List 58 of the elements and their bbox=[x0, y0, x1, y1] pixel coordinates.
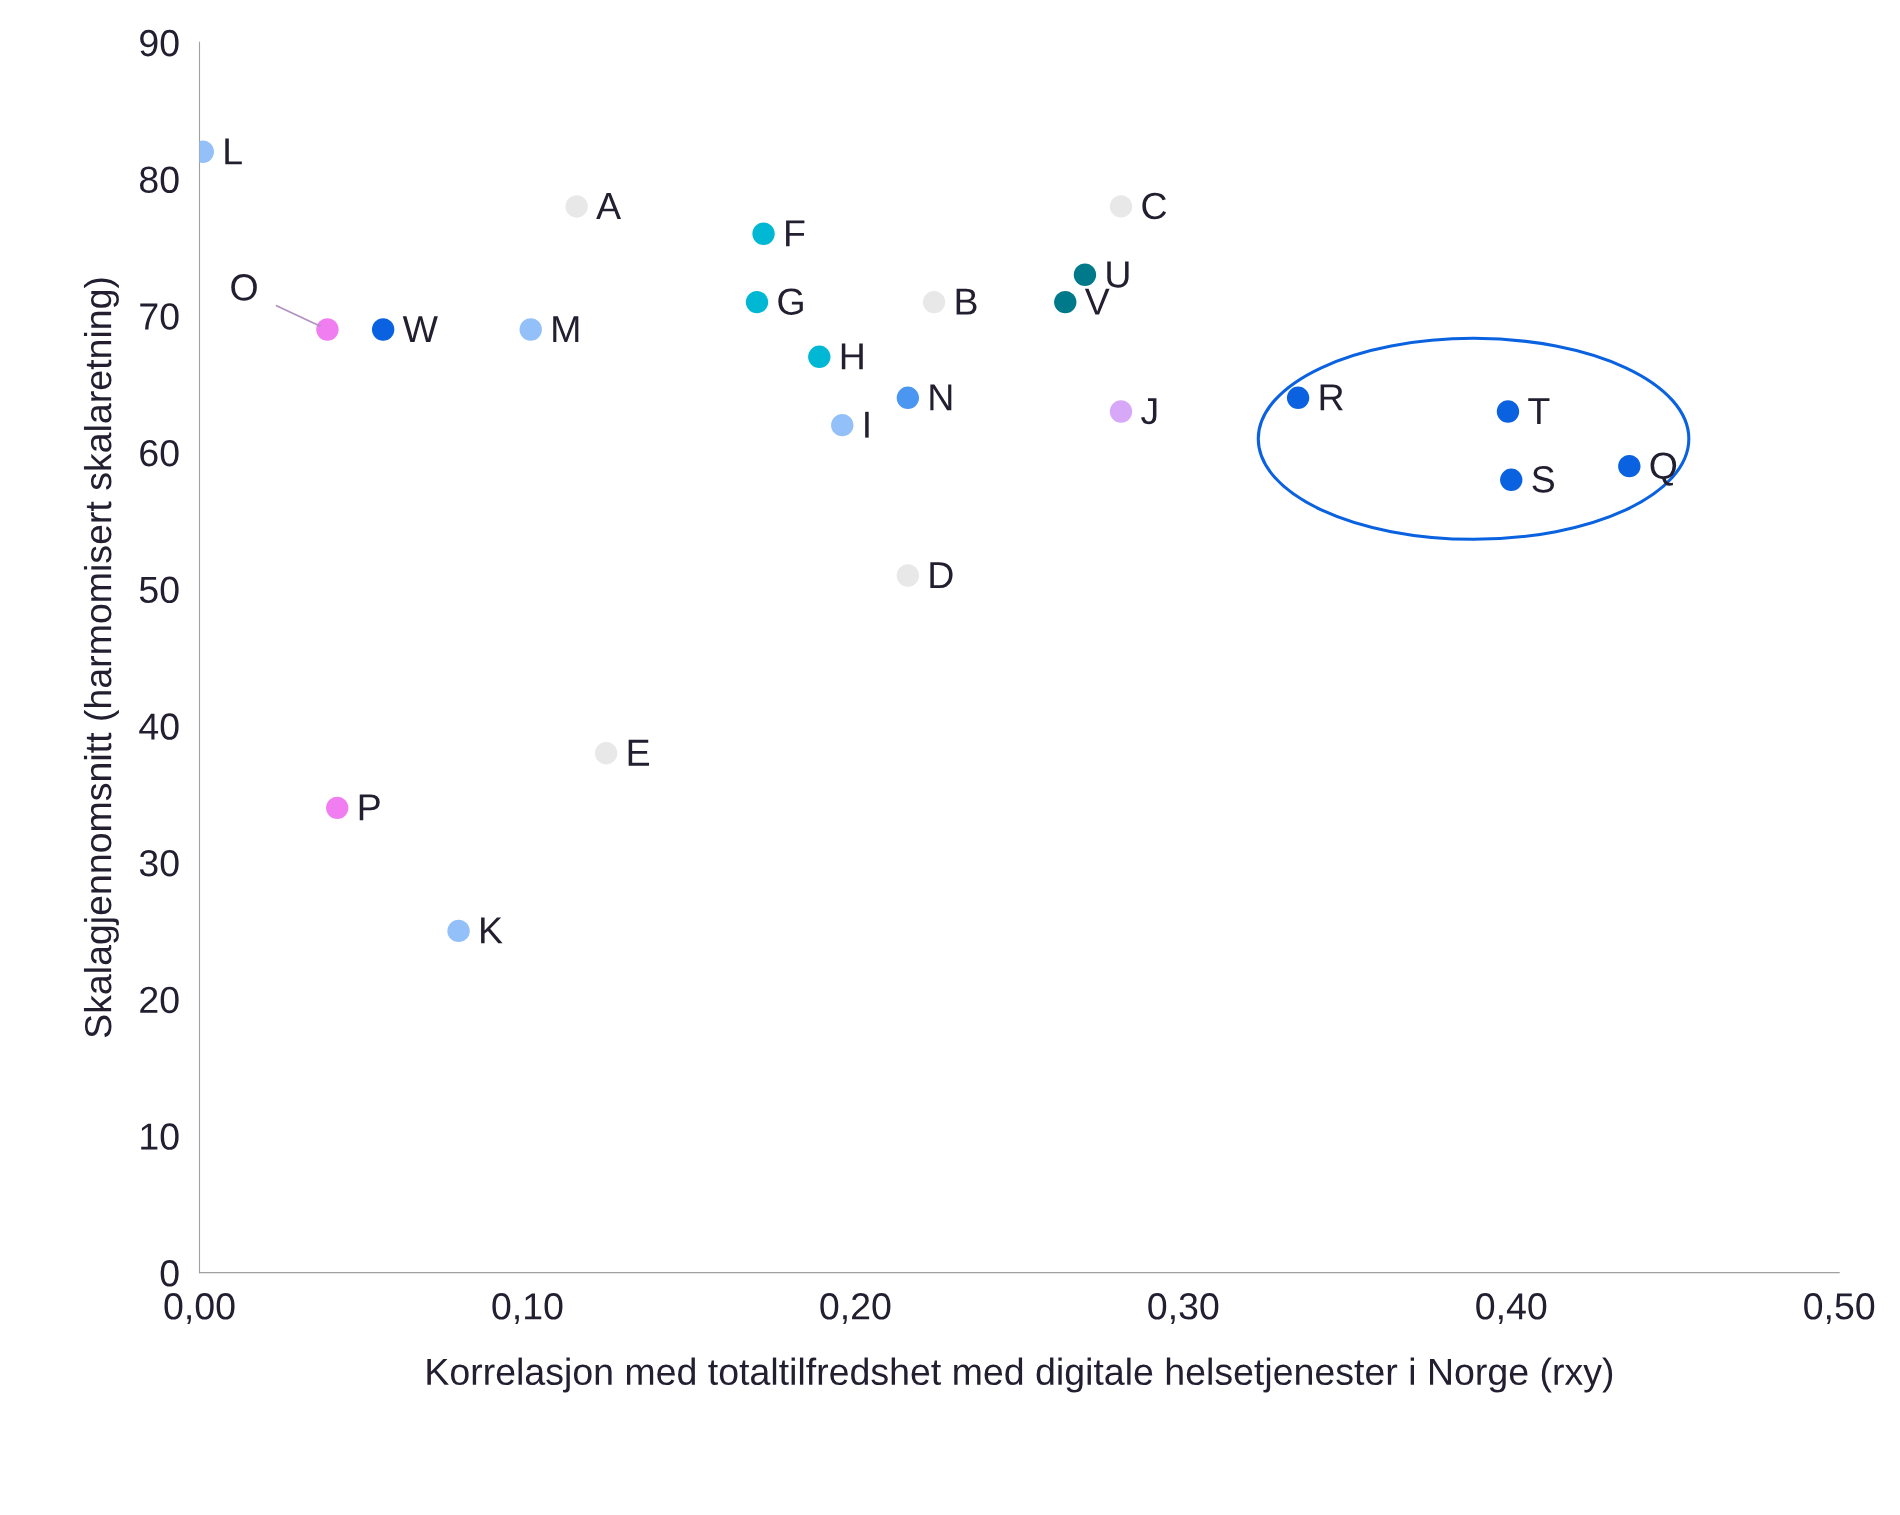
y-tick-label: 0 bbox=[160, 1260, 179, 1287]
point bbox=[1500, 468, 1523, 492]
series-label: H bbox=[841, 343, 863, 370]
y-axis-title: Skalagjennomsnitt (harmomisert skalaretning) bbox=[83, 278, 119, 1038]
series-label: C bbox=[1142, 192, 1167, 220]
y-tick-label: 30 bbox=[139, 849, 179, 877]
series-label: P bbox=[359, 794, 380, 821]
series-label: I bbox=[865, 411, 869, 438]
series-label: G bbox=[778, 288, 803, 315]
point bbox=[1054, 290, 1077, 314]
series-label: L bbox=[225, 138, 242, 165]
series-label: N bbox=[930, 384, 952, 411]
point bbox=[1109, 400, 1133, 423]
x-tick-label: 0,30 bbox=[1148, 1293, 1219, 1325]
point bbox=[752, 222, 775, 245]
point bbox=[1286, 386, 1310, 409]
point bbox=[1618, 454, 1641, 478]
series-label: K bbox=[481, 917, 503, 944]
point bbox=[831, 413, 854, 437]
series-label: E bbox=[628, 739, 649, 766]
x-tick-label: 0,40 bbox=[1476, 1293, 1547, 1325]
series-label: B bbox=[956, 288, 977, 315]
point bbox=[1073, 263, 1097, 286]
y-tick-label: 10 bbox=[141, 1123, 179, 1150]
x-axis-title: Korrelasjon med totaltilfredshet med digitale helsetjenester i Norge (rxy) bbox=[427, 1357, 1613, 1393]
x-tick-label: 0,10 bbox=[492, 1293, 563, 1325]
point bbox=[316, 318, 339, 341]
series-label: S bbox=[1532, 466, 1554, 493]
x-tick-label: 0,50 bbox=[1804, 1293, 1875, 1325]
series-label: J bbox=[1141, 398, 1157, 425]
point bbox=[519, 318, 542, 341]
series-label: Q bbox=[1650, 452, 1677, 486]
y-tick-label: 90 bbox=[140, 29, 179, 57]
series-label: F bbox=[786, 220, 805, 247]
x-tick-label: 0,20 bbox=[820, 1293, 891, 1325]
point bbox=[447, 919, 470, 943]
series-label: W bbox=[402, 316, 438, 342]
series-label: V bbox=[1084, 288, 1110, 315]
point bbox=[745, 290, 769, 314]
point bbox=[326, 796, 349, 820]
y-tick-label: 60 bbox=[140, 439, 179, 467]
y-tick-label: 80 bbox=[139, 166, 179, 194]
y-tick-label: 40 bbox=[139, 713, 179, 740]
point bbox=[371, 318, 395, 341]
series-label: R bbox=[1320, 384, 1343, 411]
y-tick-label: 50 bbox=[139, 576, 179, 604]
series-label: U bbox=[1107, 261, 1129, 288]
series-label: T bbox=[1528, 398, 1550, 424]
series-label: A bbox=[596, 193, 622, 219]
series-label: O bbox=[231, 274, 257, 301]
series-label: M bbox=[553, 316, 579, 342]
point bbox=[896, 386, 920, 409]
x-tick-label: 0,00 bbox=[164, 1293, 235, 1325]
y-tick-label: 20 bbox=[140, 986, 179, 1014]
point bbox=[1496, 400, 1520, 423]
point bbox=[808, 345, 831, 368]
y-tick-label: 70 bbox=[140, 303, 179, 330]
series-label: D bbox=[930, 562, 953, 588]
